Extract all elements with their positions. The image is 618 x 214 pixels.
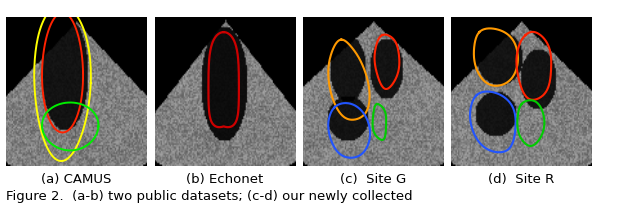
Text: Figure 2.  (a-b) two public datasets; (c-d) our newly collected: Figure 2. (a-b) two public datasets; (c-… [6, 190, 413, 204]
Text: (a) CAMUS: (a) CAMUS [41, 173, 112, 186]
Text: (d)  Site R: (d) Site R [488, 173, 555, 186]
Text: (b) Echonet: (b) Echonet [187, 173, 263, 186]
Text: (c)  Site G: (c) Site G [340, 173, 407, 186]
